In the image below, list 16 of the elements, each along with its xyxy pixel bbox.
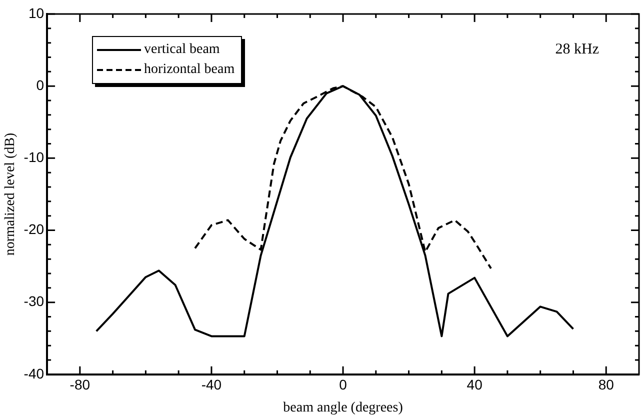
x-tick-label: 80 <box>598 376 614 393</box>
y-tick-label: -20 <box>24 221 44 238</box>
annotation: 28 kHz <box>555 41 600 58</box>
legend-label: horizontal beam <box>144 61 235 79</box>
legend-label: vertical beam <box>144 41 220 59</box>
y-tick-label: 10 <box>28 4 44 21</box>
y-tick-label: -40 <box>24 365 44 382</box>
x-tick-label: 40 <box>466 376 483 393</box>
x-tick-label: 0 <box>339 376 348 393</box>
y-axis-title: normalized level (dB) <box>3 132 18 256</box>
y-tick-label: -10 <box>24 149 44 166</box>
y-tick-label: -30 <box>24 293 44 310</box>
x-tick-label: -80 <box>70 376 90 393</box>
x-axis-title: beam angle (degrees) <box>283 400 404 416</box>
x-tick-label: -40 <box>201 376 222 393</box>
y-tick-label: 0 <box>36 76 44 93</box>
